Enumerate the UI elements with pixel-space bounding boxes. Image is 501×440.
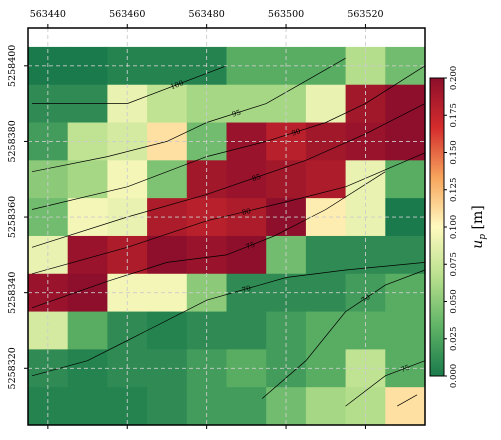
y-axis: 5258320 5258340 5258360 5258380 5258400 bbox=[7, 45, 28, 389]
heatmap-cell bbox=[226, 235, 267, 275]
heatmap-cell bbox=[147, 84, 188, 123]
heatmap-cell bbox=[147, 46, 188, 86]
heatmap-cell bbox=[385, 122, 426, 161]
heatmap-cell bbox=[266, 84, 307, 123]
heatmap-cell bbox=[385, 273, 426, 312]
contour-label: 70 bbox=[360, 293, 372, 305]
contour-line bbox=[261, 269, 426, 399]
heatmap-cell bbox=[147, 198, 188, 237]
contour-label: 80 bbox=[241, 207, 252, 217]
y-tick-label: 5258340 bbox=[7, 272, 18, 314]
colorbar-tick-label: 0.000 bbox=[449, 364, 459, 388]
contour-label: 75 bbox=[245, 241, 256, 252]
heatmap-cell bbox=[147, 235, 188, 275]
colorbar-tick-label: 0.100 bbox=[449, 215, 459, 239]
heatmap-cell bbox=[305, 311, 346, 350]
colorbar: 0.000 0.025 0.050 0.075 0.100 0.125 0.150 0.175… bbox=[429, 66, 488, 388]
contour-line bbox=[31, 152, 426, 275]
x-tick-label: 563480 bbox=[189, 9, 225, 20]
colorbar-tick-label: 0.200 bbox=[449, 66, 459, 90]
heatmap-cell bbox=[305, 160, 346, 199]
heatmap-cell bbox=[186, 84, 227, 123]
heatmap-cell bbox=[67, 311, 108, 350]
colorbar-tick-label: 0.125 bbox=[449, 178, 459, 202]
heatmap-cell bbox=[385, 84, 426, 123]
colorbar-tick-label: 0.175 bbox=[449, 103, 459, 127]
contour-line bbox=[397, 394, 418, 407]
heatmap-cell bbox=[28, 273, 69, 312]
heatmap-cell bbox=[305, 387, 346, 426]
colorbar-label: up [m] bbox=[470, 205, 488, 248]
contour-label: 70 bbox=[241, 284, 252, 294]
heatmap-cell bbox=[385, 387, 426, 426]
contour-label: 95 bbox=[231, 108, 242, 118]
x-tick-label: 563520 bbox=[347, 9, 383, 20]
heatmap-cell bbox=[147, 311, 188, 350]
y-tick-label: 5258400 bbox=[7, 45, 18, 87]
heatmap-cell bbox=[385, 198, 426, 237]
heatmap-cell bbox=[67, 235, 108, 275]
contour-line bbox=[32, 65, 227, 104]
y-tick-label: 5258360 bbox=[7, 196, 18, 238]
heatmap-cell bbox=[226, 160, 267, 199]
contour-line bbox=[345, 360, 426, 407]
contour-line bbox=[31, 171, 386, 309]
colorbar-tick-label: 0.050 bbox=[449, 289, 459, 313]
heatmap-cell bbox=[226, 311, 267, 350]
heatmap-cell bbox=[147, 387, 188, 426]
contour-line bbox=[31, 103, 426, 248]
colorbar-gradient bbox=[429, 77, 445, 377]
x-tick-label: 563460 bbox=[109, 9, 145, 20]
colorbar-tick-label: 0.025 bbox=[449, 327, 459, 351]
heatmap-cell bbox=[385, 235, 426, 275]
heatmap-cell bbox=[305, 84, 346, 123]
heatmap-cells bbox=[28, 46, 426, 426]
grid-lines bbox=[28, 28, 425, 425]
plot-frame bbox=[27, 27, 426, 426]
y-tick-label: 5258380 bbox=[7, 120, 18, 162]
heatmap-cell bbox=[226, 84, 267, 123]
x-tick-label: 563500 bbox=[268, 9, 304, 20]
heatmap-cell bbox=[385, 160, 426, 199]
heatmap-cell bbox=[305, 235, 346, 275]
x-tick-label: 563440 bbox=[30, 9, 66, 20]
contour-line bbox=[31, 262, 426, 377]
heatmap-cell bbox=[67, 160, 108, 199]
x-axis: 563440 563460 563480 563500 563520 bbox=[30, 9, 384, 429]
heatmap-cell bbox=[147, 349, 188, 388]
heatmap-cell bbox=[385, 46, 426, 86]
colorbar-tick-label: 0.075 bbox=[449, 252, 459, 276]
contour-label: 90 bbox=[291, 127, 302, 137]
heatmap-cell bbox=[67, 387, 108, 426]
contour-label: 75 bbox=[400, 363, 411, 374]
colorbar-tick-label: 0.150 bbox=[449, 140, 459, 164]
heatmap-cell bbox=[385, 311, 426, 350]
heatmap-cell bbox=[226, 387, 267, 426]
y-tick-label: 5258320 bbox=[7, 347, 18, 389]
heatmap-cell bbox=[266, 273, 307, 312]
heatmap-cell bbox=[147, 273, 188, 312]
contour-label: 85 bbox=[251, 173, 262, 183]
